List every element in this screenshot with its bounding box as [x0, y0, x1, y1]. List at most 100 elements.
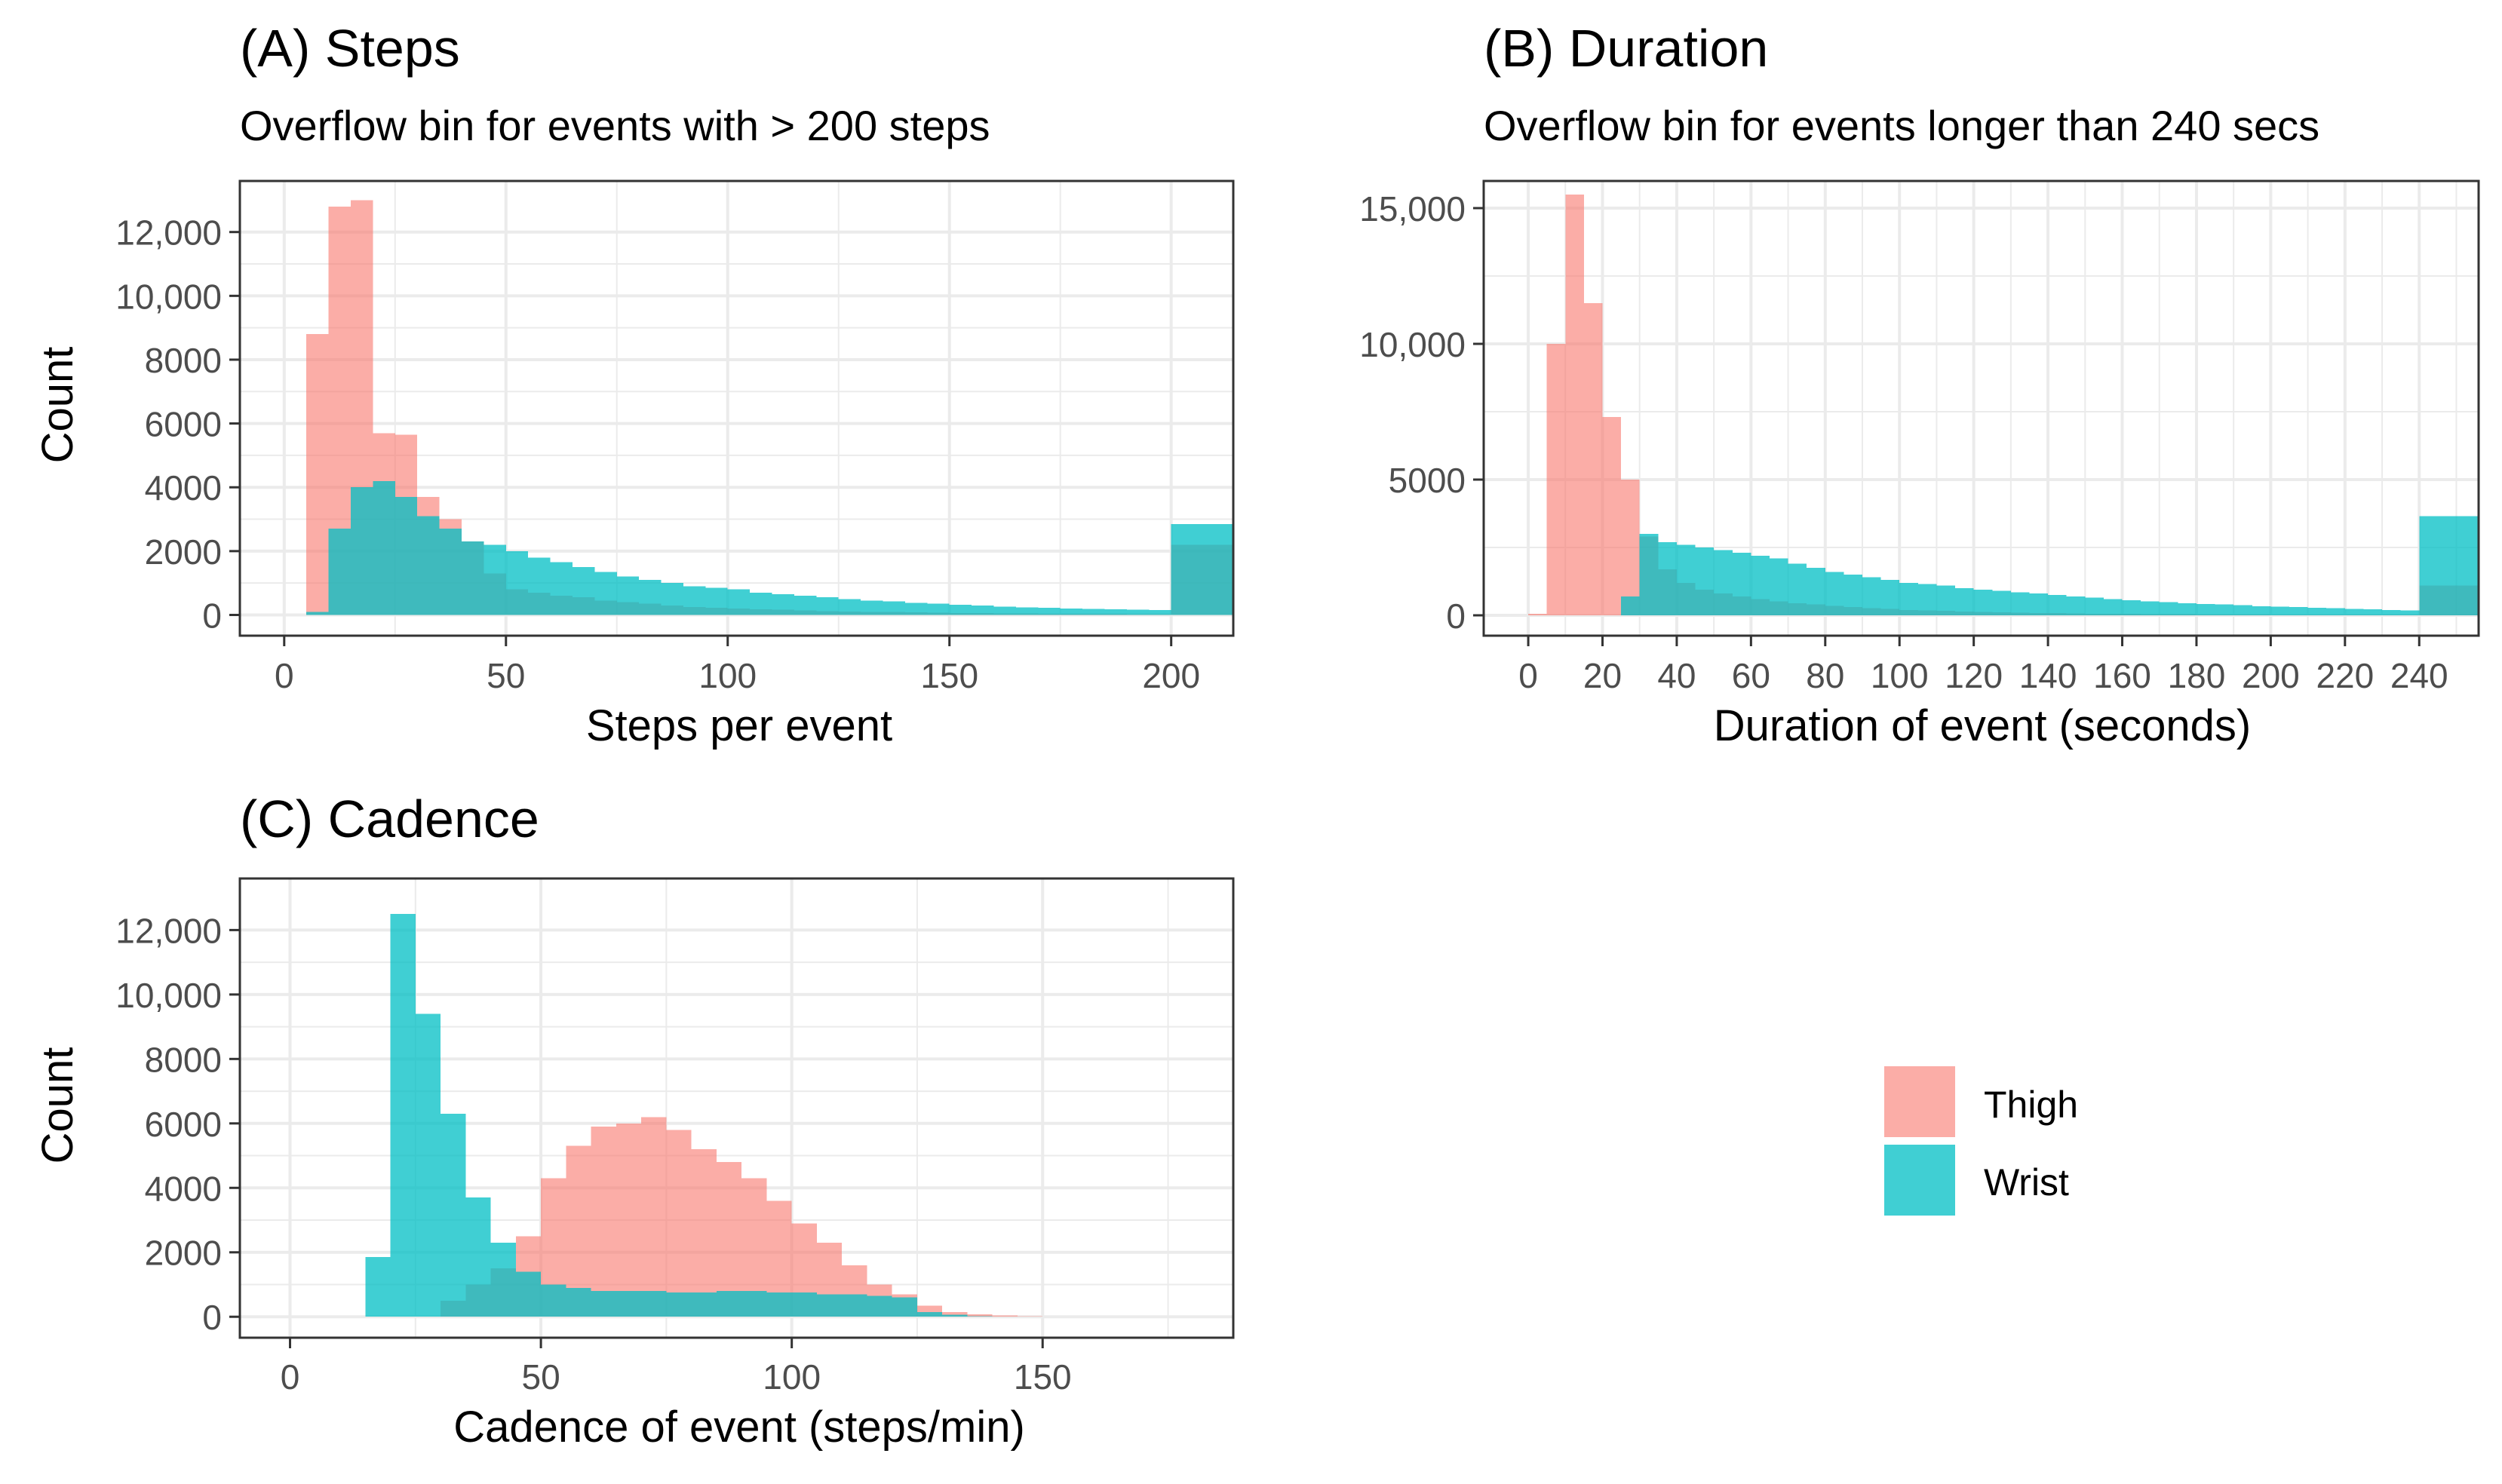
bar-wrist [2233, 605, 2252, 615]
bar-wrist [2419, 516, 2479, 615]
bar-wrist [1880, 580, 1900, 615]
bar-wrist [1060, 609, 1083, 615]
legend-label-wrist: Wrist [1984, 1161, 2069, 1203]
panel-duration-xlabel: Duration of event (seconds) [1714, 701, 2251, 750]
bar-thigh [942, 1311, 968, 1317]
bar-wrist [2289, 607, 2308, 615]
y-tick-label: 5000 [1389, 461, 1466, 500]
bar-wrist [484, 544, 506, 615]
bar-wrist [465, 1197, 491, 1317]
bar-wrist [1751, 555, 1770, 615]
bar-wrist [594, 572, 617, 615]
x-tick-label: 20 [1583, 656, 1622, 695]
x-tick-label: 180 [2168, 656, 2226, 695]
bar-wrist [716, 1291, 742, 1317]
bar-wrist [550, 562, 573, 615]
bar-wrist [967, 1316, 993, 1317]
bar-wrist [1973, 589, 1993, 615]
bar-wrist [972, 605, 994, 615]
panel-cadence-xlabel: Cadence of event (steps/min) [453, 1403, 1025, 1452]
bar-wrist [750, 592, 772, 615]
bar-wrist [1015, 607, 1039, 615]
x-tick-label: 220 [2316, 656, 2374, 695]
bar-wrist [390, 914, 416, 1317]
y-tick-label: 6000 [145, 405, 222, 444]
bar-wrist [566, 1287, 591, 1317]
bar-thigh [967, 1314, 993, 1317]
bar-wrist [927, 603, 950, 615]
bar-wrist [993, 606, 1016, 615]
bar-wrist [772, 593, 794, 615]
bar-wrist [639, 579, 662, 615]
panel-cadence: (C) Cadence 0 2000 4000 6000 8000 10,000 12,00… [33, 790, 1235, 1452]
bar-wrist [2048, 595, 2067, 615]
bar-wrist [861, 600, 883, 615]
legend-key-wrist [1884, 1145, 1955, 1216]
bar-wrist [705, 587, 728, 615]
bar-wrist [1899, 582, 1918, 615]
panel-steps-xlabel: Steps per event [586, 701, 892, 750]
bar-thigh [641, 1117, 667, 1317]
panel-border [238, 877, 1235, 1339]
bar-wrist [2159, 602, 2178, 615]
bar-wrist [1676, 544, 1696, 615]
bar-wrist [490, 1242, 516, 1317]
bar-wrist [1843, 575, 1863, 615]
panel-duration: (B) Duration Overflow bin for events lon… [1359, 19, 2480, 750]
bar-wrist [766, 1292, 792, 1317]
bar-wrist [2363, 609, 2383, 615]
bar-wrist [666, 1292, 692, 1317]
bar-thigh [1565, 195, 1584, 615]
x-tick-label: 240 [2390, 656, 2448, 695]
bar-wrist [1825, 572, 1844, 615]
bar-thigh [1583, 303, 1603, 615]
bar-wrist [2400, 610, 2420, 615]
bar-wrist [1955, 588, 1974, 615]
bar-wrist [1171, 523, 1233, 615]
y-tick-label: 12,000 [115, 213, 222, 253]
bar-wrist [2344, 609, 2364, 615]
bar-wrist [616, 576, 640, 615]
y-tick-label: 10,000 [115, 277, 222, 316]
bar-wrist [528, 557, 551, 615]
x-tick-label: 50 [487, 656, 525, 695]
bar-wrist [1769, 558, 1788, 615]
panel-duration-subtitle: Overflow bin for events longer than 240 … [1484, 102, 2319, 149]
bar-wrist [2141, 601, 2160, 615]
bar-wrist [741, 1291, 767, 1317]
bar-thigh [1621, 480, 1640, 615]
x-tick-label: 100 [1871, 656, 1929, 695]
bar-wrist [1862, 577, 1881, 615]
y-tick-label: 2000 [145, 1234, 222, 1273]
x-tick-label: 100 [698, 656, 757, 695]
bar-wrist [1992, 590, 2011, 615]
bar-wrist [916, 1311, 943, 1317]
bar-thigh [1017, 1316, 1043, 1317]
panel-cadence-ylabel: Count [33, 1047, 82, 1164]
y-tick-label: 15,000 [1359, 189, 1466, 228]
bar-wrist [1936, 585, 1956, 615]
panel-steps: (A) Steps Overflow bin for events with >… [33, 19, 1235, 750]
y-tick-label: 6000 [145, 1105, 222, 1144]
bar-wrist [842, 1294, 867, 1317]
x-tick-label: 160 [2093, 656, 2151, 695]
bar-wrist [1639, 534, 1659, 615]
bar-wrist [441, 1113, 466, 1317]
bar-wrist [373, 480, 395, 615]
bar-wrist [904, 602, 928, 615]
legend-key-thigh [1884, 1066, 1955, 1137]
bar-wrist [691, 1292, 717, 1317]
bar-wrist [1788, 563, 1807, 615]
bar-wrist [683, 586, 706, 615]
bar-wrist [2326, 608, 2345, 615]
bar-wrist [794, 596, 817, 615]
bar-wrist [1126, 609, 1150, 615]
y-tick-label: 0 [202, 1298, 222, 1337]
bar-wrist [791, 1292, 817, 1317]
y-tick-label: 12,000 [115, 911, 222, 950]
bar-thigh [1602, 417, 1622, 615]
bar-wrist [2196, 603, 2215, 615]
bar-wrist [2270, 606, 2289, 615]
bar-wrist [1917, 584, 1937, 615]
